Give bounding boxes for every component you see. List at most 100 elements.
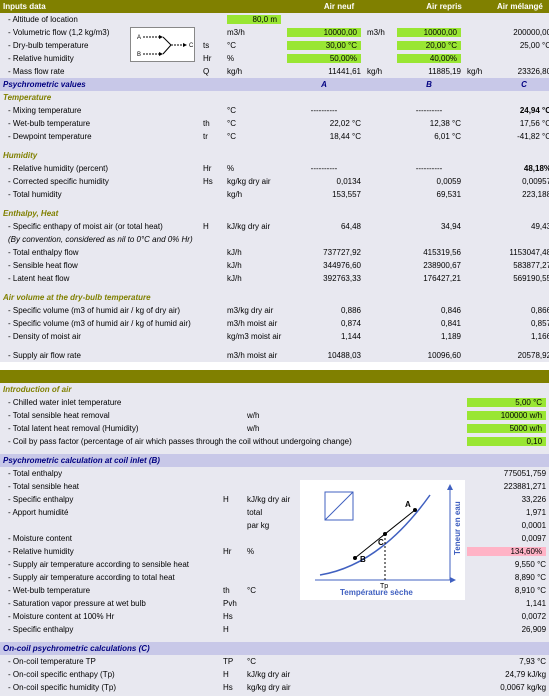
hdr-airmelange: Air mélangé — [494, 0, 549, 13]
row-hcorr: - Corrected specific humidity — [0, 175, 200, 188]
relhum-sym: Hr — [200, 52, 224, 65]
row-bsupsens: - Supply air temperature according to se… — [0, 558, 314, 571]
drybulb-a[interactable]: 30,00 °C — [287, 41, 361, 50]
bsupsens-val: 9,550 °C — [464, 558, 549, 571]
row-htotal: - Total humidity — [0, 188, 200, 201]
cat-humidity: Humidity — [0, 149, 200, 162]
chart-b: B — [360, 555, 366, 564]
ctemp-unit: °C — [244, 655, 314, 668]
cat-temp: Temperature — [0, 91, 200, 104]
drybulb-b[interactable]: 20,00 °C — [397, 41, 461, 50]
ctemp-sym: TP — [220, 655, 244, 668]
relhum-a[interactable]: 50,00% — [287, 54, 361, 63]
row-isensible: - Total sensible heat removal — [0, 409, 220, 422]
spechumid-c: 0,857 — [494, 317, 549, 330]
specdry-c: 0,866 — [494, 304, 549, 317]
etotalflow-a: 737727,92 — [284, 246, 364, 259]
btotent-val: 775051,759 — [464, 467, 549, 480]
drybulb-sym: ts — [200, 39, 224, 52]
cat-airvol: Air volume at the dry-bulb temperature — [0, 291, 200, 304]
massflow-b: 11885,19 — [394, 65, 464, 78]
row-massflow: - Mass flow rate — [0, 65, 200, 78]
dewpoint-sym: tr — [200, 130, 224, 143]
row-bwetbulb: - Wet-bulb temperature — [0, 584, 220, 597]
spechumid-b: 0,841 — [394, 317, 464, 330]
row-supply: - Supply air flow rate — [0, 349, 200, 362]
row-altitude: - Altitude of location — [0, 13, 200, 26]
ctemp-val: 7,93 °C — [464, 655, 549, 668]
row-bspecent2: - Specific enthalpy — [0, 623, 220, 636]
row-dewpoint: - Dewpoint temperature — [0, 130, 200, 143]
altitude-val[interactable]: 80,0 m — [227, 15, 281, 24]
bspecent2-val: 26,909 — [464, 623, 549, 636]
row-btotsens: - Total sensible heat — [0, 480, 314, 493]
spechumid-a: 0,874 — [284, 317, 364, 330]
especific-unit: kJ/kg dry air — [224, 220, 284, 233]
especific-sym: H — [200, 220, 224, 233]
density-a: 1,144 — [284, 330, 364, 343]
bmoisture-val: 0,0097 — [464, 532, 549, 545]
brelhum-sym: Hr — [220, 545, 244, 558]
chart-c: C — [378, 538, 384, 547]
drybulb-unit: °C — [224, 39, 284, 52]
dewpoint-unit: °C — [224, 130, 284, 143]
volflow-unit: m3/h — [224, 26, 284, 39]
relhum-b[interactable]: 40,00% — [397, 54, 461, 63]
volflow-a[interactable]: 10000,00 — [287, 28, 361, 37]
htotal-c: 223,188 — [494, 188, 549, 201]
ilatent-val[interactable]: 5000 w/h — [467, 424, 546, 433]
esensible-b: 238900,67 — [394, 259, 464, 272]
row-specdry: - Specific volume (m3 of humid air / kg … — [0, 304, 200, 317]
chart-a: A — [405, 500, 411, 509]
btotsens-val: 223881,271 — [464, 480, 549, 493]
bspecent2-sym: H — [220, 623, 244, 636]
hcorr-a: 0,0134 — [284, 175, 364, 188]
mixing-b: ---------- — [394, 104, 464, 117]
dewpoint-c: -41,82 °C — [494, 130, 549, 143]
htotal-a: 153,557 — [284, 188, 364, 201]
volflow-b[interactable]: 10000,00 — [397, 28, 461, 37]
mixing-a: ---------- — [284, 104, 364, 117]
row-btotent: - Total enthalpy — [0, 467, 314, 480]
bmoist100-val: 0,0072 — [464, 610, 549, 623]
esensible-c: 583877,27 — [494, 259, 549, 272]
row-ctemp: - On-coil temperature TP — [0, 655, 220, 668]
drybulb-c: 25,00 °C — [494, 39, 549, 52]
diag-c-label: C — [189, 43, 194, 49]
hrel-b: ---------- — [394, 162, 464, 175]
row-bmoist100: - Moisture content at 100% Hr — [0, 610, 220, 623]
hdr-coilb: Psychrometric calculation at coil inlet … — [0, 454, 549, 467]
row-especific: - Specific enthapy of moist air (or tota… — [0, 220, 200, 233]
volflow-au: m3/h — [364, 26, 394, 39]
massflow-bu: kg/h — [464, 65, 494, 78]
row-centhapy: - On-coil specific enthapy (Tp) — [0, 668, 220, 681]
spechumid-unit: m3/h moist air — [224, 317, 284, 330]
hdr-b: B — [394, 78, 464, 91]
row-bmoisture: - Moisture content — [0, 532, 314, 545]
row-bapport: - Apport humidité — [0, 506, 220, 519]
massflow-a: 11441,61 — [284, 65, 364, 78]
specdry-unit: m3/kg dry air — [224, 304, 284, 317]
hcorr-sym: Hs — [200, 175, 224, 188]
hdr-inputs: Inputs data — [0, 0, 200, 13]
supply-unit: m3/h moist air — [224, 349, 284, 362]
elatent-b: 176427,21 — [394, 272, 464, 285]
row-hrel: - Relative humidity (percent) — [0, 162, 200, 175]
centhapy-unit: kJ/kg dry air — [244, 668, 314, 681]
centhapy-sym: H — [220, 668, 244, 681]
bypass-val[interactable]: 0,10 — [467, 437, 546, 446]
row-etotalflow: - Total enthalpy flow — [0, 246, 200, 259]
bapport-v2: 0,0001 — [464, 519, 549, 532]
isensible-val[interactable]: 100000 w/h — [467, 411, 546, 420]
density-unit: kg/m3 moist air — [224, 330, 284, 343]
bsuptot-val: 8,890 °C — [464, 571, 549, 584]
dewpoint-b: 6,01 °C — [394, 130, 464, 143]
row-bsatvap: - Saturation vapor pressure at wet bulb — [0, 597, 220, 610]
hcorr-unit: kg/kg dry air — [224, 175, 284, 188]
wetbulb-sym: th — [200, 117, 224, 130]
chilled-val[interactable]: 5,00 °C — [467, 398, 546, 407]
mixing-unit: °C — [224, 104, 284, 117]
row-bsuptot: - Supply air temperature according to to… — [0, 571, 314, 584]
elatent-a: 392763,33 — [284, 272, 364, 285]
chumidity-sym: Hs — [220, 681, 244, 694]
